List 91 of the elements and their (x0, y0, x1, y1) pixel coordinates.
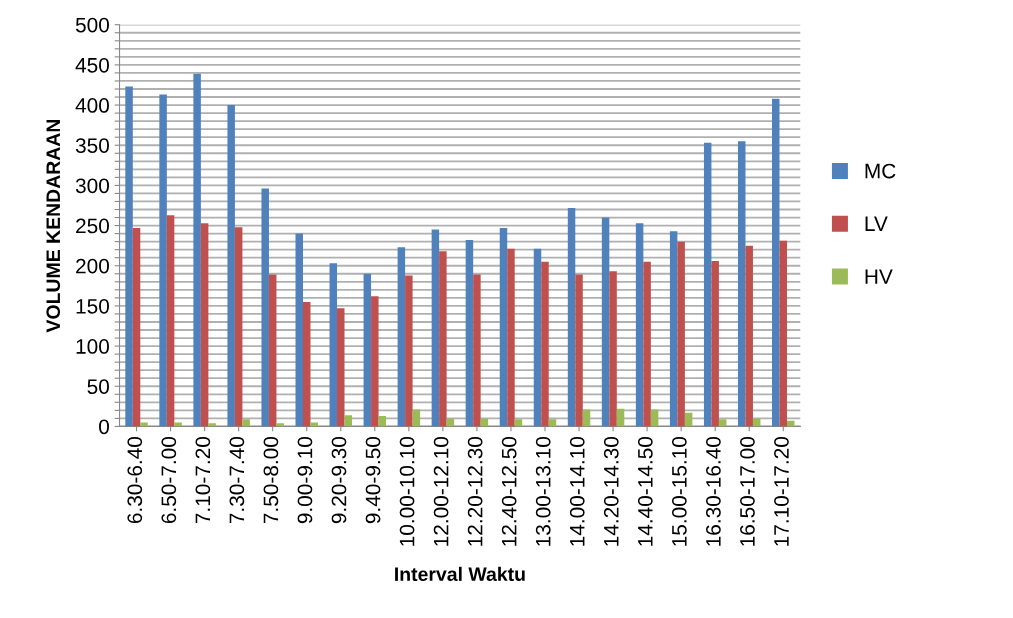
bar (439, 251, 447, 427)
legend-label: LV (865, 216, 888, 231)
x-tick-label: 6.50-7.00 (161, 436, 177, 524)
bar (200, 223, 209, 427)
x-tick-label: 6.30-6.40 (127, 436, 143, 524)
x-tick-label: 9.20-9.30 (331, 436, 347, 524)
bar (548, 419, 557, 427)
bar (337, 308, 345, 427)
y-axis-title: VOLUME KENDARAAN (46, 119, 61, 333)
bar (261, 188, 269, 427)
x-tick-label: 9.40-9.50 (365, 436, 381, 524)
bar (295, 233, 303, 427)
y-tick-label: 100 (76, 339, 109, 354)
bar (159, 94, 167, 427)
x-tick-label: 12.20-12.30 (467, 436, 483, 546)
bar (405, 275, 413, 427)
bar (268, 274, 277, 427)
bar (310, 422, 318, 427)
bar (371, 296, 379, 427)
bar (677, 241, 685, 427)
legend-label: HV (865, 269, 893, 284)
bar (166, 215, 175, 427)
bar (499, 227, 508, 427)
x-tick-label: 7.30-7.40 (229, 436, 245, 524)
legend-label: MC (865, 163, 896, 179)
y-tick-label: 500 (75, 17, 109, 33)
bar (174, 422, 182, 427)
bar (567, 207, 576, 427)
x-tick-label: 14.20-14.30 (603, 436, 619, 546)
x-tick-label: 9.00-9.10 (297, 436, 313, 524)
x-tick-label: 14.40-14.50 (637, 436, 653, 546)
bar (480, 418, 489, 427)
bar (745, 245, 753, 427)
y-tick-label: 350 (75, 138, 109, 153)
x-tick-label: 14.00-14.10 (569, 436, 585, 546)
x-tick-label: 16.50-17.00 (740, 436, 755, 546)
bar (601, 217, 610, 427)
x-tick-label: 10.00-10.10 (399, 436, 415, 546)
x-tick-label: 15.00-15.10 (671, 436, 687, 546)
x-tick-label: 17.10-17.20 (774, 436, 789, 546)
bar (446, 418, 455, 427)
y-tick-label: 450 (75, 57, 109, 73)
bar (125, 86, 133, 427)
bar (227, 105, 235, 427)
x-tick-label: 12.00-12.10 (433, 436, 449, 546)
x-axis-title: Interval Waktu (395, 566, 525, 582)
bar (609, 271, 617, 427)
bar (669, 231, 678, 427)
bar (242, 419, 250, 427)
bar (208, 423, 216, 427)
x-tick-label: 12.40-12.50 (501, 436, 517, 546)
bar (234, 227, 243, 427)
bar (363, 273, 372, 427)
y-tick-label: 150 (76, 298, 109, 314)
bar (616, 408, 625, 427)
bar (737, 141, 746, 427)
y-tick-label: 300 (75, 178, 109, 194)
y-tick-label: 0 (99, 419, 109, 435)
bar (140, 422, 148, 427)
bar (541, 261, 549, 427)
bar (514, 419, 523, 427)
bar (635, 223, 644, 427)
x-tick-label: 7.50-8.00 (263, 436, 279, 524)
bar (507, 248, 515, 427)
bar (643, 261, 651, 427)
y-tick-label: 50 (87, 379, 109, 394)
bar (132, 227, 141, 427)
x-tick-label: 16.30-16.40 (706, 436, 721, 546)
bar (431, 229, 440, 427)
bar (378, 415, 387, 427)
bar (465, 240, 474, 427)
y-tick-label: 200 (76, 258, 109, 274)
bar (473, 274, 481, 427)
bar (397, 247, 406, 427)
bar (533, 248, 542, 427)
bar (752, 418, 761, 427)
bar (703, 142, 712, 427)
bar (575, 274, 583, 427)
bar (193, 73, 201, 427)
bar (276, 423, 284, 427)
y-tick-label: 250 (76, 218, 109, 234)
bar (779, 240, 787, 427)
x-tick-label: 7.10-7.20 (195, 436, 211, 524)
bar (302, 301, 311, 427)
bar (718, 419, 727, 427)
bar (772, 98, 780, 427)
x-tick-label: 13.00-13.10 (535, 436, 551, 546)
y-tick-label: 400 (75, 98, 109, 113)
bar (329, 263, 338, 427)
bar (711, 260, 719, 427)
bar (344, 415, 353, 427)
